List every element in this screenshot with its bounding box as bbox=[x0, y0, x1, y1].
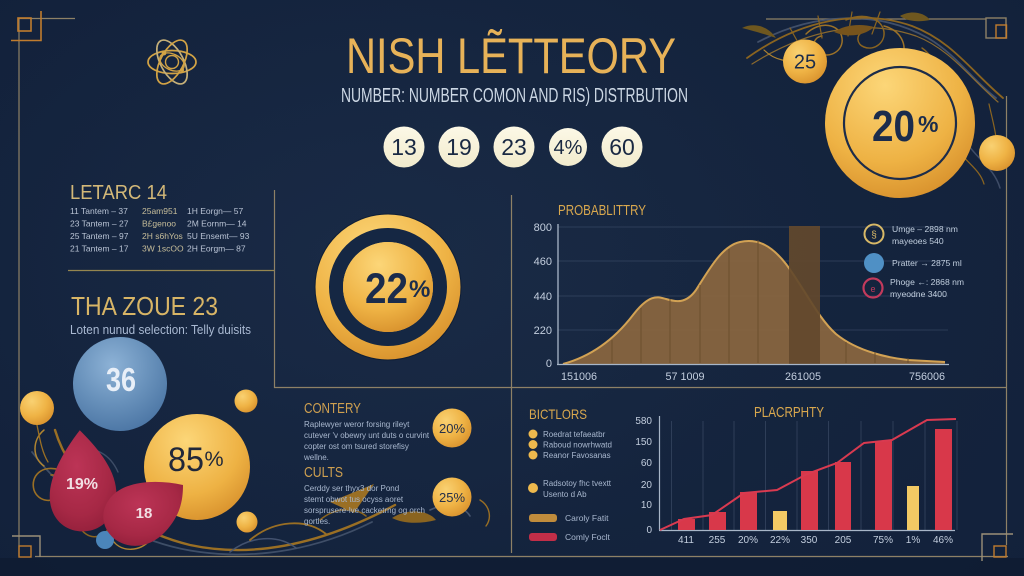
svg-text:%: % bbox=[205, 447, 224, 471]
svg-text:151006: 151006 bbox=[561, 371, 597, 383]
svg-text:mayeoes 540: mayeoes 540 bbox=[892, 236, 944, 246]
svg-text:800: 800 bbox=[534, 222, 552, 234]
svg-text:20: 20 bbox=[872, 102, 915, 151]
svg-text:60: 60 bbox=[609, 134, 635, 160]
svg-text:CONTERY: CONTERY bbox=[304, 400, 361, 417]
svg-text:NUMBER: NUMBER COMON AND RIS): NUMBER: NUMBER COMON AND RIS) DISTRBUTIO… bbox=[341, 85, 688, 107]
svg-text:205: 205 bbox=[835, 535, 852, 546]
svg-text:Cerddy ser thyx3 dor Pond: Cerddy ser thyx3 dor Pond bbox=[304, 484, 399, 493]
svg-text:Caroly Fatit: Caroly Fatit bbox=[565, 513, 609, 523]
svg-text:Comly Foclt: Comly Foclt bbox=[565, 532, 611, 542]
svg-text:Loten nunud selection: Telly d: Loten nunud selection: Telly duisits bbox=[70, 323, 251, 337]
svg-text:BICTLORS: BICTLORS bbox=[529, 406, 587, 422]
svg-text:261005: 261005 bbox=[785, 371, 821, 383]
svg-text:220: 220 bbox=[534, 325, 552, 337]
svg-text:0: 0 bbox=[546, 358, 552, 370]
svg-text:22%: 22% bbox=[770, 535, 790, 546]
svg-text:1H Eorgn— 57: 1H Eorgn— 57 bbox=[187, 206, 243, 216]
svg-text:3W 1scOO: 3W 1scOO bbox=[142, 244, 184, 254]
svg-text:e: e bbox=[870, 284, 875, 294]
svg-text:§: § bbox=[871, 230, 877, 241]
svg-text:5U Ensemt— 93: 5U Ensemt— 93 bbox=[187, 231, 250, 241]
svg-text:411: 411 bbox=[678, 535, 694, 546]
svg-text:85: 85 bbox=[168, 441, 204, 479]
svg-text:18: 18 bbox=[136, 505, 153, 522]
svg-text:Raboud nowrhwatd: Raboud nowrhwatd bbox=[543, 441, 612, 450]
svg-text:460: 460 bbox=[534, 256, 552, 268]
svg-text:25am951: 25am951 bbox=[142, 206, 178, 216]
svg-text:Roedrat tefaeatbr: Roedrat tefaeatbr bbox=[543, 430, 606, 439]
svg-text:PROBABLITTRY: PROBABLITTRY bbox=[558, 202, 646, 219]
svg-text:25%: 25% bbox=[439, 490, 465, 505]
svg-text:20%: 20% bbox=[439, 421, 465, 436]
svg-text:wellne.: wellne. bbox=[303, 453, 329, 462]
svg-text:350: 350 bbox=[801, 535, 818, 546]
svg-text:36: 36 bbox=[106, 361, 136, 398]
svg-text:150: 150 bbox=[635, 437, 652, 448]
svg-text:Reanor Favosanas: Reanor Favosanas bbox=[543, 451, 611, 460]
svg-text:Phoge ←: 2868 nm: Phoge ←: 2868 nm bbox=[890, 277, 964, 287]
svg-text:20: 20 bbox=[641, 480, 653, 491]
svg-text:20%: 20% bbox=[738, 535, 758, 546]
svg-text:Radsotoy fhc tvextt: Radsotoy fhc tvextt bbox=[543, 479, 612, 488]
svg-text:11 Tantem – 37: 11 Tantem – 37 bbox=[70, 206, 128, 216]
svg-text:%: % bbox=[918, 111, 938, 137]
svg-text:756006: 756006 bbox=[909, 371, 945, 383]
svg-text:PLACRPHTY: PLACRPHTY bbox=[754, 404, 824, 421]
svg-text:Umge – 2898 nm: Umge – 2898 nm bbox=[892, 224, 958, 234]
svg-text:25 Tantem – 97: 25 Tantem – 97 bbox=[70, 231, 129, 241]
svg-text:60: 60 bbox=[641, 458, 653, 469]
svg-text:10: 10 bbox=[641, 500, 653, 511]
svg-text:sorsprusere-lve cacketrng og o: sorsprusere-lve cacketrng og orch bbox=[304, 506, 425, 515]
svg-text:stemt obwot tus ocyss aoret: stemt obwot tus ocyss aoret bbox=[304, 495, 404, 504]
svg-text:19%: 19% bbox=[66, 476, 98, 493]
svg-text:B£genoo: B£genoo bbox=[142, 219, 176, 229]
svg-text:4%: 4% bbox=[554, 137, 583, 159]
svg-text:Usento d Ab: Usento d Ab bbox=[543, 490, 587, 499]
svg-text:0: 0 bbox=[646, 525, 652, 536]
svg-text:25: 25 bbox=[794, 52, 816, 74]
svg-text:myeodne 3400: myeodne 3400 bbox=[890, 289, 947, 299]
svg-text:CULTS: CULTS bbox=[304, 464, 343, 481]
svg-text:255: 255 bbox=[709, 535, 726, 546]
svg-text:75%: 75% bbox=[873, 535, 893, 546]
svg-text:THA ZOUE 23: THA ZOUE 23 bbox=[71, 291, 218, 321]
svg-text:Pratter → 2875 ml: Pratter → 2875 ml bbox=[892, 258, 962, 268]
svg-text:19: 19 bbox=[446, 134, 472, 160]
svg-text:2M Eornm— 14: 2M Eornm— 14 bbox=[187, 219, 247, 229]
svg-text:cutever 'v obewry unt duts o c: cutever 'v obewry unt duts o curvint bbox=[304, 431, 430, 440]
svg-text:2H Eorgm— 87: 2H Eorgm— 87 bbox=[187, 244, 246, 254]
svg-text:gortles.: gortles. bbox=[304, 517, 330, 526]
svg-text:23 Tantem – 27: 23 Tantem – 27 bbox=[70, 219, 129, 229]
svg-text:57 1009: 57 1009 bbox=[665, 371, 704, 383]
svg-text:22: 22 bbox=[365, 265, 408, 313]
svg-text:580: 580 bbox=[635, 416, 652, 427]
svg-text:Raplewyer weror forsing rileyt: Raplewyer weror forsing rileyt bbox=[304, 420, 410, 429]
svg-text:LETARC 14: LETARC 14 bbox=[70, 182, 167, 204]
svg-text:440: 440 bbox=[534, 291, 552, 303]
svg-text:NISH LẼTTEORY: NISH LẼTTEORY bbox=[346, 28, 676, 84]
svg-text:21 Tantem – 17: 21 Tantem – 17 bbox=[70, 244, 129, 254]
svg-text:46%: 46% bbox=[933, 535, 953, 546]
svg-text:2H s6hYos: 2H s6hYos bbox=[142, 231, 183, 241]
svg-text:1%: 1% bbox=[906, 535, 921, 546]
svg-text:13: 13 bbox=[391, 134, 417, 160]
svg-text:23: 23 bbox=[501, 134, 527, 160]
svg-text:%: % bbox=[409, 276, 430, 303]
svg-text:copter ost om tsured storefisy: copter ost om tsured storefisy bbox=[304, 442, 409, 451]
